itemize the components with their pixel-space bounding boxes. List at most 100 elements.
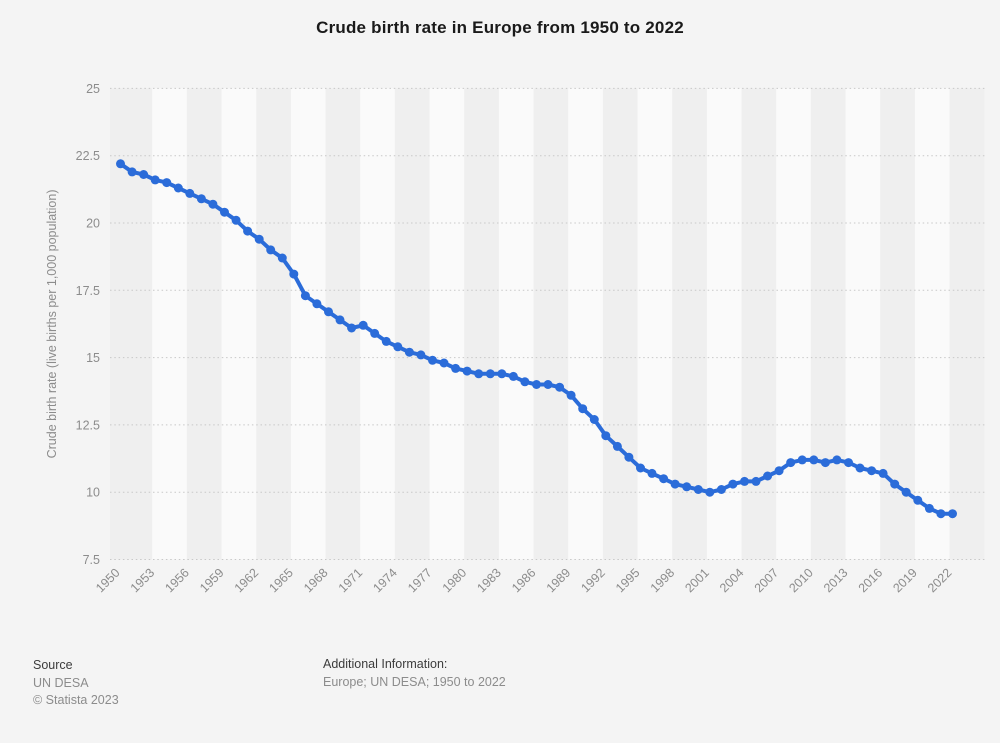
data-point[interactable] — [381, 336, 391, 346]
data-point[interactable] — [670, 479, 680, 489]
data-point[interactable] — [196, 194, 206, 204]
data-point[interactable] — [254, 234, 264, 244]
data-point[interactable] — [231, 215, 241, 225]
data-point[interactable] — [162, 178, 172, 188]
data-point[interactable] — [763, 471, 773, 481]
plot-band — [880, 88, 915, 560]
x-tick-label: 2019 — [890, 566, 920, 596]
x-tick-label: 1959 — [197, 566, 227, 596]
data-point[interactable] — [404, 347, 414, 357]
data-point[interactable] — [300, 291, 310, 301]
plot-band — [637, 88, 673, 560]
data-point[interactable] — [208, 199, 218, 209]
data-point[interactable] — [532, 380, 541, 389]
data-point[interactable] — [566, 390, 576, 400]
data-point[interactable] — [543, 380, 553, 389]
data-point[interactable] — [936, 509, 946, 519]
data-points — [116, 159, 957, 519]
data-point[interactable] — [393, 342, 403, 352]
plot-band — [602, 88, 638, 560]
data-point[interactable] — [728, 479, 738, 489]
data-point[interactable] — [924, 503, 934, 513]
data-point[interactable] — [601, 431, 611, 441]
data-point[interactable] — [277, 253, 287, 263]
data-point[interactable] — [335, 315, 345, 325]
data-point[interactable] — [589, 415, 599, 424]
y-tick-label: 20 — [86, 217, 100, 231]
data-point[interactable] — [508, 371, 518, 381]
x-tick-label: 1977 — [405, 566, 435, 596]
x-tick-label: 2022 — [925, 566, 955, 596]
data-point[interactable] — [428, 355, 437, 365]
data-point[interactable] — [150, 175, 160, 185]
data-point[interactable] — [948, 509, 957, 519]
data-point[interactable] — [751, 476, 761, 486]
data-point[interactable] — [416, 350, 426, 360]
data-point[interactable] — [116, 159, 125, 169]
data-point[interactable] — [878, 468, 888, 478]
data-point[interactable] — [578, 404, 588, 414]
plot-band — [256, 88, 291, 560]
data-point[interactable] — [809, 455, 819, 465]
plot-band — [110, 88, 153, 560]
plot-band — [394, 88, 430, 560]
data-point[interactable] — [659, 474, 669, 484]
data-point[interactable] — [358, 320, 368, 330]
data-point[interactable] — [901, 487, 911, 497]
data-point[interactable] — [127, 167, 137, 177]
y-tick-label: 22.5 — [76, 149, 100, 163]
source-label: Source — [33, 658, 73, 672]
data-point[interactable] — [347, 323, 357, 333]
data-point[interactable] — [844, 458, 853, 468]
data-point[interactable] — [820, 458, 830, 468]
data-point[interactable] — [185, 188, 195, 198]
plot-band — [914, 88, 950, 560]
data-point[interactable] — [786, 458, 796, 468]
data-point[interactable] — [439, 358, 449, 368]
data-point[interactable] — [740, 476, 749, 486]
data-point[interactable] — [220, 207, 229, 217]
data-point[interactable] — [913, 495, 923, 505]
data-point[interactable] — [832, 455, 842, 465]
data-point[interactable] — [520, 377, 530, 387]
data-point[interactable] — [555, 382, 565, 392]
y-tick-label: 7.5 — [83, 553, 100, 567]
y-axis-title: Crude birth rate (live births per 1,000 … — [45, 189, 59, 458]
data-point[interactable] — [636, 463, 645, 473]
data-point[interactable] — [612, 441, 622, 451]
data-point[interactable] — [173, 183, 183, 193]
x-tick-label: 1950 — [93, 566, 123, 596]
data-point[interactable] — [797, 455, 807, 465]
data-point[interactable] — [682, 482, 692, 492]
data-point[interactable] — [485, 369, 495, 379]
data-point[interactable] — [705, 487, 715, 497]
data-point[interactable] — [462, 366, 472, 376]
data-point[interactable] — [693, 485, 703, 494]
x-tick-label: 1986 — [509, 566, 539, 596]
data-point[interactable] — [867, 466, 877, 476]
data-point[interactable] — [474, 369, 484, 379]
data-point[interactable] — [243, 226, 253, 236]
data-point[interactable] — [890, 479, 900, 489]
data-point[interactable] — [624, 452, 634, 462]
plot-band — [221, 88, 257, 560]
data-point[interactable] — [289, 269, 299, 279]
x-tick-label: 2007 — [752, 566, 782, 596]
data-point[interactable] — [312, 299, 322, 309]
data-point[interactable] — [139, 170, 149, 179]
data-point[interactable] — [647, 468, 657, 478]
data-point[interactable] — [855, 463, 865, 473]
data-point[interactable] — [324, 307, 333, 317]
x-tick-label: 2001 — [682, 566, 712, 596]
data-point[interactable] — [370, 328, 380, 338]
data-point[interactable] — [266, 245, 276, 255]
data-point[interactable] — [497, 369, 507, 379]
plot-band — [741, 88, 777, 560]
additional-info-block: Additional Information: Europe; UN DESA;… — [323, 656, 506, 691]
data-point[interactable] — [774, 466, 784, 476]
x-tick-label: 2010 — [786, 566, 816, 596]
y-tick-label: 25 — [86, 82, 100, 96]
data-point[interactable] — [451, 363, 461, 373]
data-point[interactable] — [716, 485, 726, 494]
